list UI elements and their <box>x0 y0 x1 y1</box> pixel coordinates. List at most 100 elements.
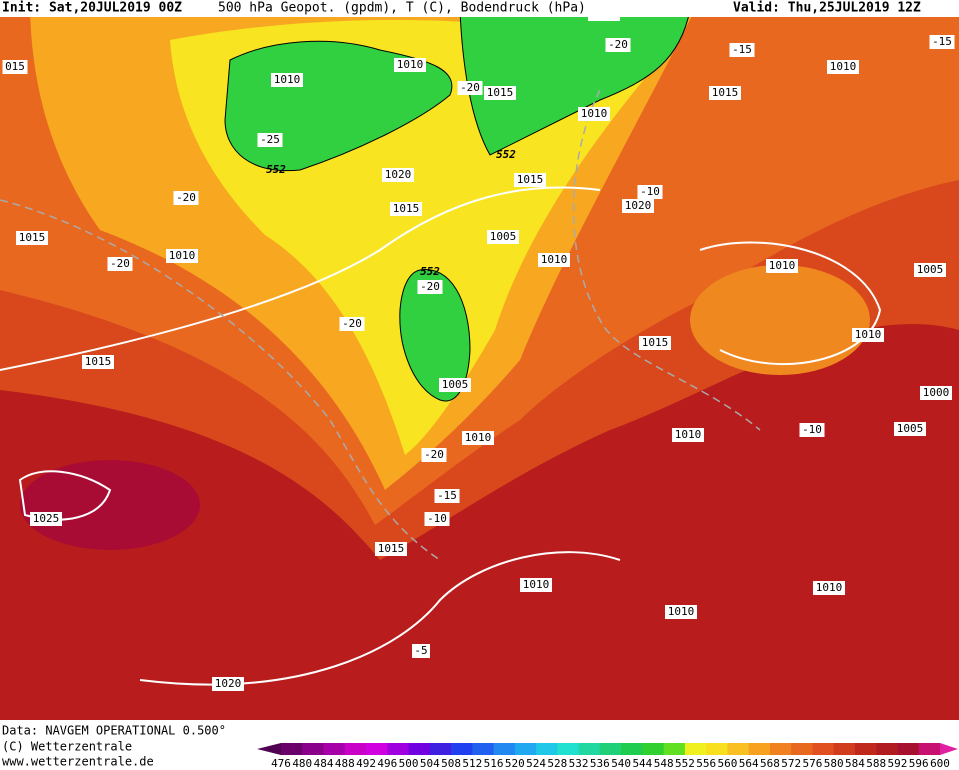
pressure-label: 1015 <box>517 173 544 186</box>
temperature-label: -20 <box>460 81 480 94</box>
label-box <box>709 86 741 100</box>
colorbar-bin <box>642 743 665 755</box>
colorbar-bin <box>493 743 516 755</box>
temperature-label: -10 <box>427 512 447 525</box>
colorbar-tick-label: 564 <box>739 757 759 770</box>
label-box <box>16 231 48 245</box>
label-box <box>462 431 494 445</box>
label-box <box>271 73 303 87</box>
temperature-label: -20 <box>608 38 628 51</box>
label-box <box>394 58 426 72</box>
pressure-label: 1010 <box>397 58 424 71</box>
colorbar-tick-label: 584 <box>845 757 865 770</box>
label-box <box>672 428 704 442</box>
colorbar-tick-label: 536 <box>590 757 610 770</box>
colorbar-bin <box>876 743 898 755</box>
label-box <box>434 489 460 503</box>
colorbar-arrow <box>257 743 281 755</box>
label-box <box>929 35 955 49</box>
label-box <box>852 328 884 342</box>
pressure-label: 1010 <box>465 431 492 444</box>
label-box <box>166 249 198 263</box>
label-box <box>417 280 443 294</box>
label-box <box>514 173 546 187</box>
label-box <box>827 60 859 74</box>
colorbar-tick-label: 488 <box>335 757 355 770</box>
temperature-label: -20 <box>110 257 130 270</box>
temperature-label: -20 <box>424 448 444 461</box>
colorbar-bin <box>408 743 431 755</box>
isotherm <box>572 89 761 431</box>
colorbar-bin <box>833 743 856 755</box>
pressure-label: 1015 <box>487 86 514 99</box>
colorbar-bin <box>514 743 537 755</box>
colorbar-bin <box>429 743 452 755</box>
colorbar-tick-label: 552 <box>675 757 695 770</box>
colorbar-bin <box>791 743 813 755</box>
colorbar-tick-label: 580 <box>824 757 844 770</box>
label-box <box>375 542 407 556</box>
label-box <box>339 317 365 331</box>
colorbar-arrow <box>940 743 958 755</box>
pressure-label: 1005 <box>897 422 924 435</box>
pressure-label: 1020 <box>625 199 652 212</box>
temperature-label: -20 <box>342 317 362 330</box>
temperature-label: -15 <box>732 43 752 56</box>
colorbar-tick-label: 508 <box>441 757 461 770</box>
colorbar-bin <box>918 743 941 755</box>
label-box <box>107 257 133 271</box>
colorbar-bin <box>472 743 495 755</box>
colorbar-tick-label: 576 <box>803 757 823 770</box>
colorbar-bin <box>344 743 367 755</box>
label-box <box>894 422 926 436</box>
colorbar-tick-label: 588 <box>866 757 886 770</box>
pressure-label: 1025 <box>33 512 60 525</box>
label-box <box>665 605 697 619</box>
colorbar-tick-label: 560 <box>717 757 737 770</box>
colorbar-bin <box>897 743 920 755</box>
pressure-label: 1010 <box>668 605 695 618</box>
temperature-label: -15 <box>437 489 457 502</box>
colorbar-tick-label: 496 <box>377 757 397 770</box>
colorbar-tick-label: 532 <box>569 757 589 770</box>
colorbar-bin <box>706 743 728 755</box>
label-box <box>484 86 516 100</box>
label-box <box>605 38 631 52</box>
label-box <box>799 423 825 437</box>
height-label: 552 <box>266 163 286 176</box>
colorbar-bin <box>663 743 686 755</box>
colorbar-tick-label: 568 <box>760 757 780 770</box>
colorbar-bin <box>387 743 410 755</box>
colorbar-tick-label: 524 <box>526 757 546 770</box>
data-source: Data: NAVGEM OPERATIONAL 0.500° <box>2 724 226 738</box>
pressure-label: 1015 <box>85 355 112 368</box>
label-box <box>637 185 663 199</box>
pressure-label: 1010 <box>523 578 550 591</box>
pressure-label: 1010 <box>816 581 843 594</box>
temperature-label: -20 <box>420 280 440 293</box>
colorbar-tick-label: 596 <box>909 757 929 770</box>
colorbar-bin <box>684 743 707 755</box>
label-box <box>622 199 654 213</box>
label-box <box>212 677 244 691</box>
pressure-label: 1010 <box>274 73 301 86</box>
label-box <box>487 230 519 244</box>
high-height-area <box>20 460 200 550</box>
colorbar-bin <box>323 743 346 755</box>
isobar <box>699 241 882 366</box>
colorbar-tick-label: 548 <box>654 757 674 770</box>
colorbar-bin <box>599 743 622 755</box>
valid-time: Valid: Thu,25JUL2019 12Z <box>733 1 921 16</box>
temperature-label: -15 <box>932 35 952 48</box>
label-box <box>639 336 671 350</box>
label-box <box>30 512 62 526</box>
colorbar-bin <box>769 743 792 755</box>
label-box <box>520 578 552 592</box>
label-box <box>578 107 610 121</box>
colorbar-tick-label: 512 <box>462 757 482 770</box>
contour-labels: 015 1010 1010 -20 1015 1000 -20 -15 -15 1010 1015 1… <box>2 7 955 691</box>
label-box <box>813 581 845 595</box>
colorbar-bin <box>748 743 771 755</box>
pressure-label: 1005 <box>917 263 944 276</box>
